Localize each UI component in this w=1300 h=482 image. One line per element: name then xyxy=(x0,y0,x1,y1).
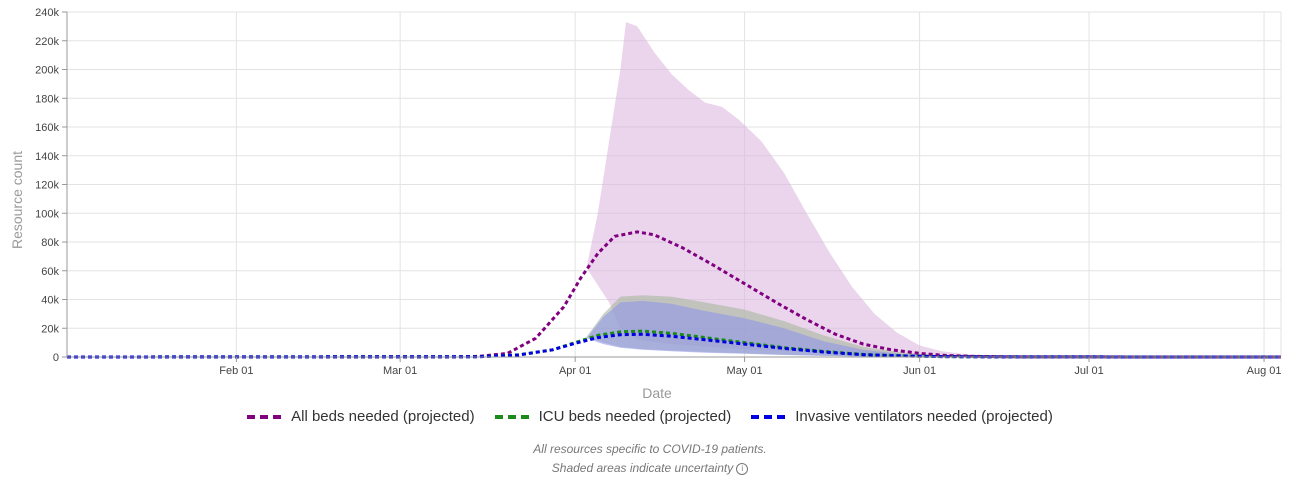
x-tick-label: Apr 01 xyxy=(559,365,591,377)
series-line-0 xyxy=(67,230,1282,359)
chart-axes: 0 20k 40k 60k 80k 100k 120k 140k 160k 180k 200k 220… xyxy=(35,7,1281,377)
series-line-1 xyxy=(66,329,1282,359)
series-line-2 xyxy=(66,332,1282,359)
y-tick-label: 40k xyxy=(41,295,59,307)
x-tick-label: May 01 xyxy=(727,365,763,377)
x-tick-label: Jun 01 xyxy=(903,365,936,377)
legend-label-ventilators: Invasive ventilators needed (projected) xyxy=(795,408,1053,425)
x-tick-label: Feb 01 xyxy=(219,365,253,377)
y-tick-label: 0 xyxy=(53,352,59,364)
x-tick-label: Mar 01 xyxy=(383,365,417,377)
uncertainty-band-2 xyxy=(586,300,999,357)
y-axis-title: Resource count xyxy=(9,151,25,249)
resource-chart: 0 20k 40k 60k 80k 100k 120k 140k 160k 180k 200k 220… xyxy=(9,7,1282,400)
footnote-resources: All resources specific to COVID-19 patie… xyxy=(533,442,767,456)
legend-label-icu-beds: ICU beds needed (projected) xyxy=(538,408,732,425)
x-axis-title: Date xyxy=(642,385,672,400)
y-tick-label: 120k xyxy=(35,180,59,192)
info-icon[interactable]: i xyxy=(736,462,749,475)
y-tick-label: 200k xyxy=(35,65,59,77)
series-lines xyxy=(66,230,1282,359)
chart-legend: All beds needed (projected) ICU beds nee… xyxy=(0,408,1300,425)
y-tick-label: 100k xyxy=(35,208,59,220)
legend-item-icu-beds[interactable]: ICU beds needed (projected) xyxy=(494,408,732,425)
uncertainty-bands xyxy=(586,22,1027,357)
footnote-uncertainty-text: Shaded areas indicate uncertainty xyxy=(551,461,734,475)
y-tick-label: 80k xyxy=(41,237,59,249)
legend-item-all-beds[interactable]: All beds needed (projected) xyxy=(247,408,475,425)
y-tick-label: 60k xyxy=(41,266,59,278)
y-tick-label: 20k xyxy=(41,323,59,335)
y-tick-label: 180k xyxy=(35,93,59,105)
legend-swatch-icu-beds xyxy=(494,414,529,419)
x-tick-label: Aug 01 xyxy=(1247,365,1282,377)
y-tick-label: 160k xyxy=(35,122,59,134)
uncertainty-band-0 xyxy=(586,22,1027,357)
y-tick-label: 140k xyxy=(35,151,59,163)
footnote-uncertainty: Shaded areas indicate uncertainty i xyxy=(0,461,1300,475)
legend-label-all-beds: All beds needed (projected) xyxy=(291,408,475,425)
legend-item-ventilators[interactable]: Invasive ventilators needed (projected) xyxy=(751,408,1053,425)
y-tick-label: 240k xyxy=(35,7,59,19)
y-tick-label: 220k xyxy=(35,36,59,48)
x-tick-label: Jul 01 xyxy=(1074,365,1103,377)
legend-swatch-all-beds xyxy=(247,414,282,419)
legend-swatch-ventilators xyxy=(751,414,786,419)
